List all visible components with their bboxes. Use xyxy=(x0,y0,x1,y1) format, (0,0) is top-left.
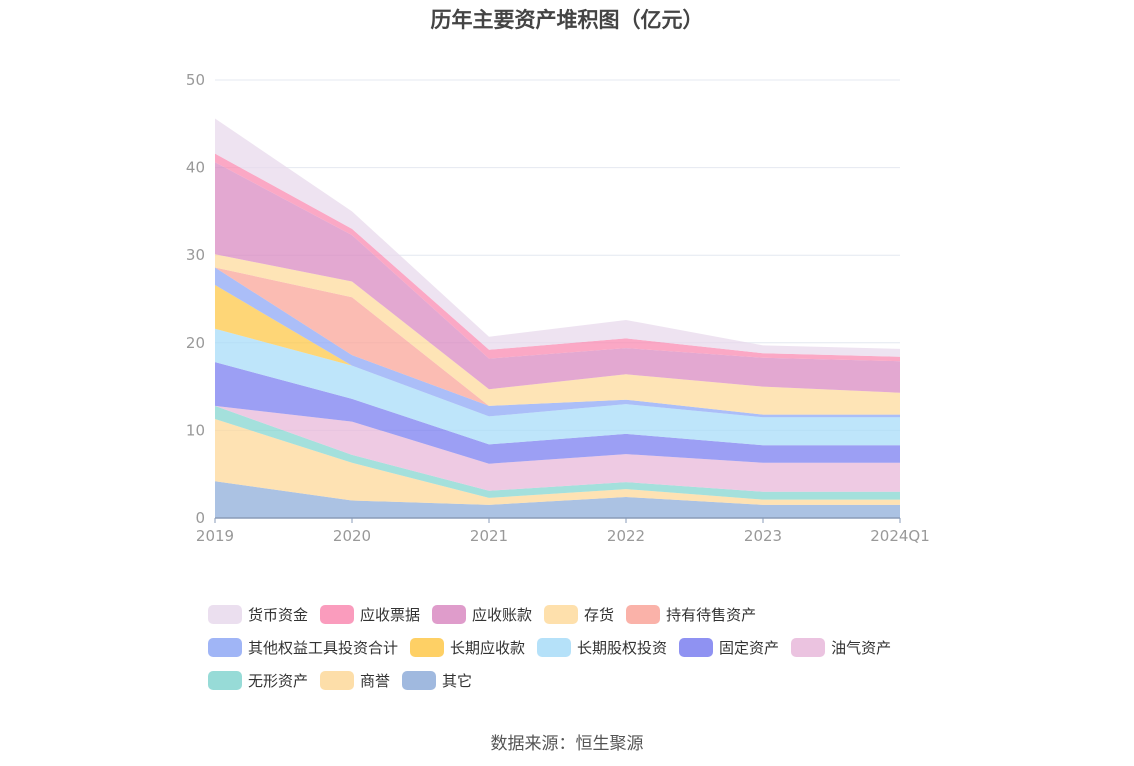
area-存货 xyxy=(215,254,900,415)
legend-item[interactable]: 油气资产 xyxy=(791,637,891,658)
data-source: 数据来源：恒生聚源 xyxy=(490,734,644,754)
legend-item[interactable]: 应收账款 xyxy=(432,604,532,625)
x-tick-label: 2019 xyxy=(196,527,234,545)
legend-label: 固定资产 xyxy=(719,639,780,657)
legend-label: 无形资产 xyxy=(248,672,309,690)
area-固定资产 xyxy=(215,362,900,464)
stacked-area-chart: 0 10 20 30 40 50 2019 2020 2021 2022 2023 2024Q1 xyxy=(186,71,930,545)
y-tick-label: 40 xyxy=(186,159,205,177)
legend-item[interactable]: 持有待售资产 xyxy=(626,604,756,625)
x-tick-label: 2020 xyxy=(333,527,371,545)
legend-swatch xyxy=(320,671,355,690)
chart-title: 历年主要资产堆积图（亿元） xyxy=(430,8,704,32)
legend-item[interactable]: 存货 xyxy=(544,604,614,625)
legend-swatch xyxy=(402,671,437,690)
legend-item[interactable]: 长期股权投资 xyxy=(537,637,667,658)
area-持有待售资产 xyxy=(215,267,900,415)
legend-label: 长期股权投资 xyxy=(577,639,668,657)
legend-swatch xyxy=(320,605,355,624)
legend-item[interactable]: 固定资产 xyxy=(679,637,779,658)
legend-label: 货币资金 xyxy=(248,606,309,624)
legend-item[interactable]: 商誉 xyxy=(320,670,390,691)
y-tick-label: 20 xyxy=(186,334,205,352)
legend-swatch xyxy=(208,605,242,624)
area-商誉 xyxy=(215,419,900,505)
area-应收账款 xyxy=(215,162,900,393)
legend-swatch xyxy=(208,671,242,690)
legend-row: 其他权益工具投资合计 长期应收款 长期股权投资 固定资产 油气资产 xyxy=(208,631,968,664)
y-tick-label: 10 xyxy=(186,421,205,439)
legend-label: 应收票据 xyxy=(360,606,421,624)
area-长期股权投资 xyxy=(215,328,900,446)
y-tick-label: 50 xyxy=(186,71,205,89)
x-tick-label: 2021 xyxy=(470,527,508,545)
y-tick-label: 30 xyxy=(186,246,205,264)
legend-item[interactable]: 其他权益工具投资合计 xyxy=(208,637,398,658)
area-油气资产 xyxy=(215,405,900,492)
legend-swatch xyxy=(544,605,579,624)
legend-item[interactable]: 货币资金 xyxy=(208,604,308,625)
legend-item[interactable]: 长期应收款 xyxy=(410,637,525,658)
legend-swatch xyxy=(791,638,826,657)
legend-label: 商誉 xyxy=(360,672,391,690)
legend: 货币资金 应收票据 应收账款 存货 持有待售资产其他权益工具投资合计 长期应收款 长期股权投… xyxy=(208,598,968,697)
legend-item[interactable]: 无形资产 xyxy=(208,670,308,691)
legend-label: 存货 xyxy=(584,606,615,624)
legend-swatch xyxy=(626,605,661,624)
legend-swatch xyxy=(537,638,572,657)
legend-swatch xyxy=(208,638,242,657)
legend-label: 持有待售资产 xyxy=(666,606,757,624)
legend-label: 其他权益工具投资合计 xyxy=(248,639,399,657)
legend-swatch xyxy=(432,605,467,624)
legend-row: 货币资金 应收票据 应收账款 存货 持有待售资产 xyxy=(208,598,968,631)
axes: 0 10 20 30 40 50 2019 2020 2021 2022 2023 2024Q1 xyxy=(186,71,930,545)
legend-label: 油气资产 xyxy=(831,639,892,657)
x-tick-label: 2023 xyxy=(744,527,782,545)
legend-item[interactable]: 其它 xyxy=(402,670,472,691)
legend-label: 应收账款 xyxy=(472,606,533,624)
x-tick-label: 2022 xyxy=(607,527,645,545)
legend-row: 无形资产 商誉 其它 xyxy=(208,664,968,697)
x-tick-label: 2024Q1 xyxy=(870,527,930,545)
area-series xyxy=(215,118,900,518)
legend-swatch xyxy=(679,638,714,657)
legend-label: 长期应收款 xyxy=(450,639,526,657)
legend-label: 其它 xyxy=(442,672,473,690)
y-tick-label: 0 xyxy=(195,509,205,527)
area-其它 xyxy=(215,481,900,518)
legend-swatch xyxy=(410,638,445,657)
legend-item[interactable]: 应收票据 xyxy=(320,604,420,625)
